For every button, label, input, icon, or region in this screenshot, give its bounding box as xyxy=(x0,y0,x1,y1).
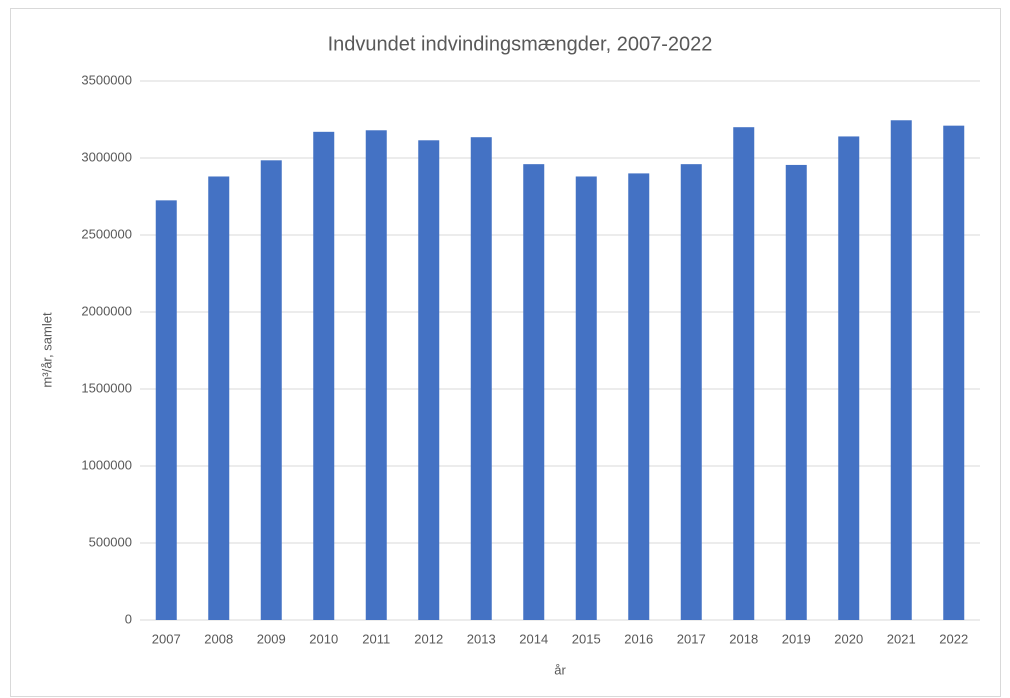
bar xyxy=(418,140,440,621)
x-tick-label: 2016 xyxy=(624,631,653,646)
x-tick-label: 2015 xyxy=(572,631,601,646)
x-tick-label: 2011 xyxy=(362,631,390,646)
bar xyxy=(628,173,650,620)
bar xyxy=(785,164,807,620)
x-tick-label: 2009 xyxy=(257,631,286,646)
y-tick-label: 500000 xyxy=(89,534,132,549)
bar xyxy=(470,137,492,620)
x-tick-label: 2013 xyxy=(467,631,496,646)
x-tick-label: 2019 xyxy=(782,631,811,646)
bar xyxy=(260,160,282,620)
y-tick-label: 1000000 xyxy=(81,457,132,472)
x-tick-label: 2007 xyxy=(152,631,181,646)
y-tick-label: 1500000 xyxy=(81,380,132,395)
bar xyxy=(313,131,335,620)
x-tick-label: 2021 xyxy=(887,631,916,646)
x-tick-label: 2022 xyxy=(939,631,968,646)
bar xyxy=(365,130,387,620)
bar xyxy=(838,136,860,620)
x-tick-label: 2012 xyxy=(414,631,443,646)
x-tick-label: 2017 xyxy=(677,631,706,646)
bar xyxy=(890,120,912,621)
bar xyxy=(155,200,177,620)
y-tick-label: 2000000 xyxy=(81,303,132,318)
x-tick-label: 2020 xyxy=(834,631,863,646)
bar xyxy=(523,164,545,620)
x-tick-label: 2008 xyxy=(204,631,233,646)
y-tick-label: 2500000 xyxy=(81,226,132,241)
bar xyxy=(208,176,230,621)
bar xyxy=(575,176,597,621)
bar xyxy=(943,125,965,620)
y-axis-label: m³/år, samlet xyxy=(39,312,54,388)
x-tick-label: 2014 xyxy=(519,631,548,646)
bar xyxy=(733,127,755,620)
x-axis-label: år xyxy=(554,662,566,677)
bar xyxy=(680,164,702,620)
y-tick-label: 0 xyxy=(125,611,132,626)
x-tick-label: 2018 xyxy=(729,631,758,646)
chart-title: Indvundet indvindingsmængder, 2007-2022 xyxy=(328,33,713,55)
y-tick-label: 3000000 xyxy=(81,149,132,164)
x-tick-label: 2010 xyxy=(309,631,338,646)
y-tick-label: 3500000 xyxy=(81,72,132,87)
